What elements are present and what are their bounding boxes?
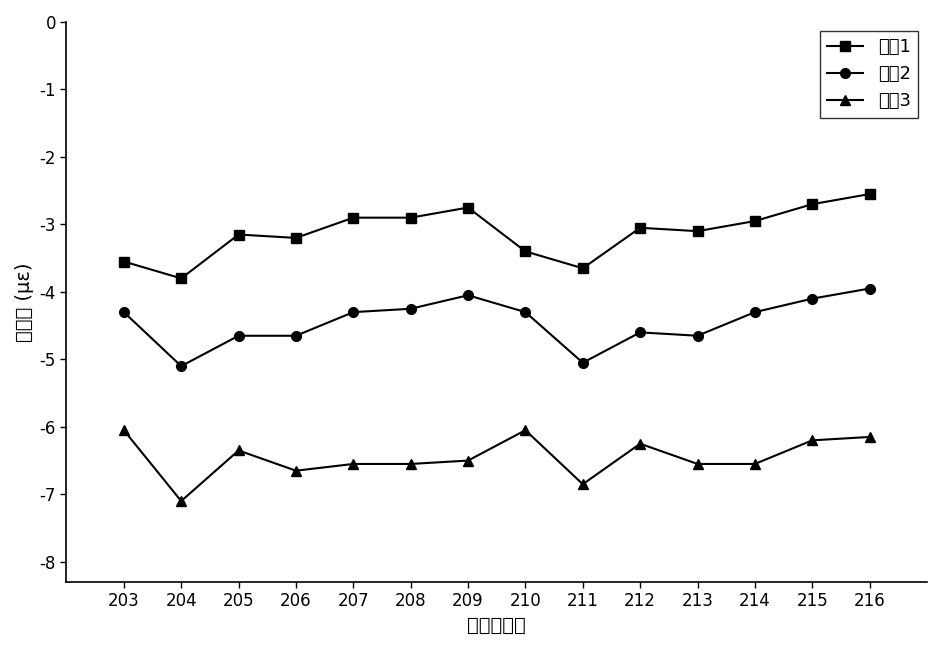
工况3 bbox=[290, 467, 301, 474]
X-axis label: 应变计编号: 应变计编号 bbox=[467, 616, 527, 635]
工况3 bbox=[577, 480, 589, 488]
Y-axis label: 微应变 (με): 微应变 (με) bbox=[15, 262, 34, 342]
Legend: 工况1, 工况2, 工况3: 工况1, 工况2, 工况3 bbox=[820, 31, 918, 118]
工况1 bbox=[233, 231, 244, 239]
工况3 bbox=[635, 440, 646, 448]
Line: 工况1: 工况1 bbox=[119, 189, 874, 283]
工况1 bbox=[864, 190, 875, 198]
工况2 bbox=[577, 359, 589, 367]
Line: 工况3: 工况3 bbox=[119, 425, 874, 506]
工况1 bbox=[348, 214, 359, 222]
工况2 bbox=[806, 294, 818, 302]
工况1 bbox=[290, 234, 301, 242]
工况2 bbox=[348, 308, 359, 316]
工况3 bbox=[233, 447, 244, 454]
工况2 bbox=[749, 308, 760, 316]
工况2 bbox=[635, 328, 646, 336]
工况1 bbox=[175, 274, 187, 282]
工况1 bbox=[463, 203, 474, 211]
Line: 工况2: 工况2 bbox=[119, 283, 874, 371]
工况3 bbox=[175, 497, 187, 505]
工况2 bbox=[233, 332, 244, 340]
工况1 bbox=[749, 217, 760, 225]
工况1 bbox=[118, 257, 129, 265]
工况1 bbox=[520, 248, 531, 255]
工况2 bbox=[520, 308, 531, 316]
工况3 bbox=[405, 460, 416, 468]
工况2 bbox=[118, 308, 129, 316]
工况1 bbox=[806, 200, 818, 208]
工况2 bbox=[175, 362, 187, 370]
工况3 bbox=[520, 426, 531, 434]
工况1 bbox=[405, 214, 416, 222]
工况2 bbox=[405, 305, 416, 313]
工况2 bbox=[864, 285, 875, 292]
工况3 bbox=[118, 426, 129, 434]
工况3 bbox=[864, 433, 875, 441]
工况1 bbox=[691, 227, 703, 235]
工况3 bbox=[348, 460, 359, 468]
工况3 bbox=[806, 436, 818, 444]
工况3 bbox=[463, 457, 474, 465]
工况2 bbox=[290, 332, 301, 340]
工况1 bbox=[635, 224, 646, 231]
工况2 bbox=[691, 332, 703, 340]
工况2 bbox=[463, 291, 474, 299]
工况3 bbox=[749, 460, 760, 468]
工况1 bbox=[577, 265, 589, 272]
工况3 bbox=[691, 460, 703, 468]
